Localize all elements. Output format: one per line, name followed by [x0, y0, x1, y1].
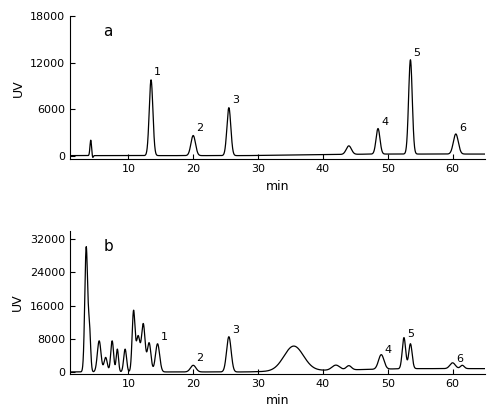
Text: 1: 1 — [161, 332, 168, 342]
Y-axis label: UV: UV — [12, 294, 24, 311]
Text: 4: 4 — [382, 117, 388, 127]
Text: 3: 3 — [232, 95, 239, 105]
Text: 4: 4 — [384, 345, 392, 356]
Text: 5: 5 — [407, 329, 414, 339]
Text: 6: 6 — [459, 123, 466, 133]
Text: 3: 3 — [232, 325, 239, 335]
Text: 6: 6 — [456, 354, 463, 364]
Text: a: a — [103, 25, 113, 39]
Text: 5: 5 — [414, 48, 420, 58]
X-axis label: min: min — [266, 180, 289, 193]
Text: 2: 2 — [196, 353, 203, 363]
Text: 1: 1 — [154, 67, 162, 77]
Text: 2: 2 — [196, 123, 203, 133]
X-axis label: min: min — [266, 395, 289, 407]
Y-axis label: UV: UV — [12, 79, 24, 97]
Text: b: b — [103, 239, 113, 254]
